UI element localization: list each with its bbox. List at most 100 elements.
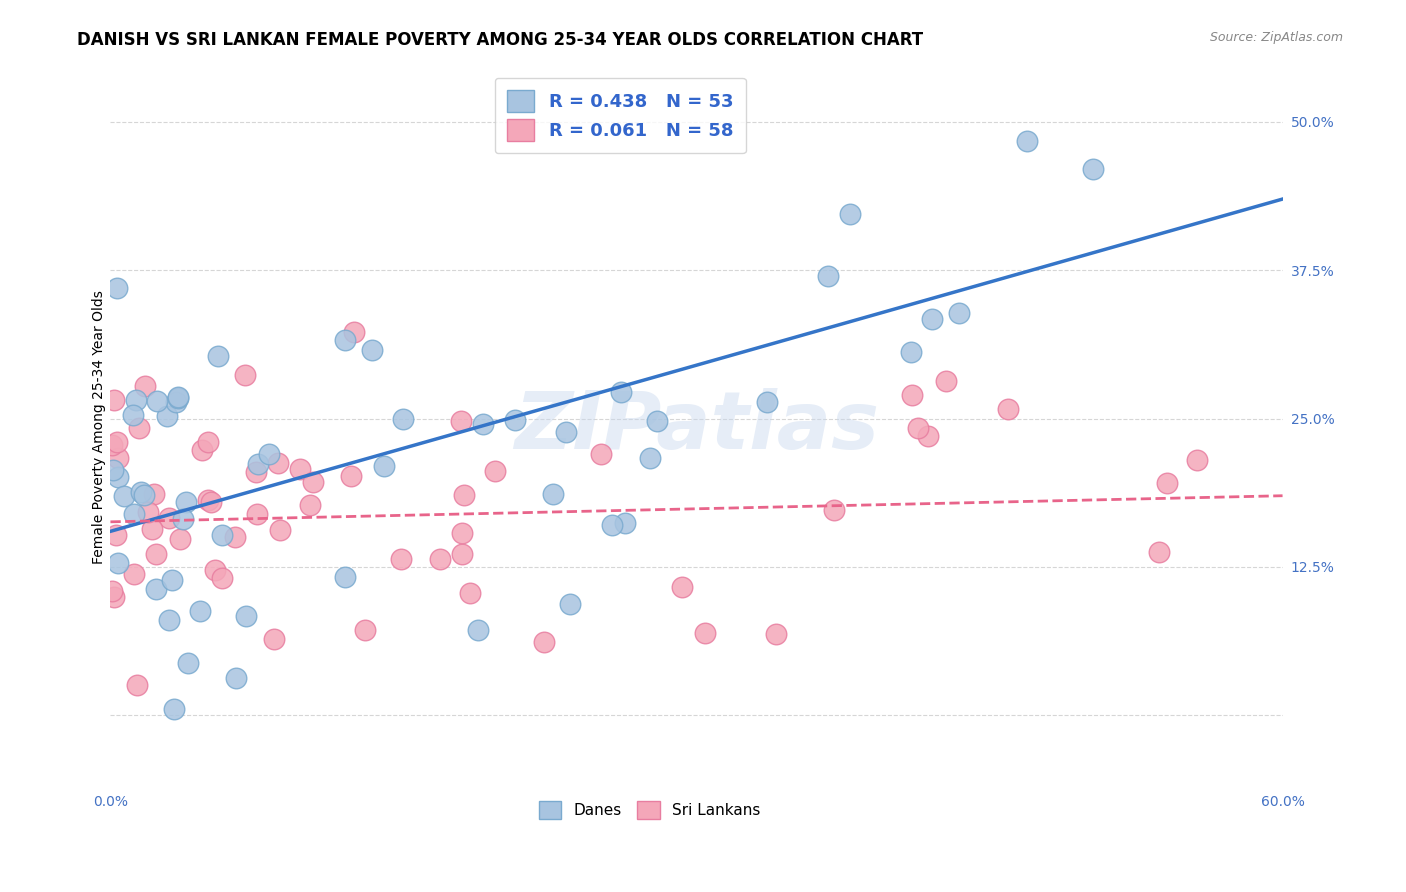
Point: [392, 411, 415, 425]
Point: [907, 421, 929, 435]
Point: [156, 409, 179, 423]
Text: Source: ZipAtlas.com: Source: ZipAtlas.com: [1209, 31, 1343, 45]
Point: [142, 487, 165, 501]
Point: [267, 456, 290, 470]
Point: [613, 516, 636, 530]
Point: [671, 580, 693, 594]
Point: [589, 447, 612, 461]
Point: [157, 613, 180, 627]
Point: [247, 457, 270, 471]
Point: [333, 570, 356, 584]
Point: [146, 393, 169, 408]
Point: [817, 269, 839, 284]
Point: [997, 402, 1019, 417]
Point: [693, 626, 716, 640]
Point: [935, 375, 957, 389]
Point: [453, 488, 475, 502]
Point: [467, 624, 489, 638]
Point: [188, 604, 211, 618]
Point: [458, 585, 481, 599]
Point: [640, 450, 662, 465]
Point: [105, 281, 128, 295]
Point: [141, 522, 163, 536]
Point: [1187, 453, 1209, 467]
Point: [558, 597, 581, 611]
Point: [340, 468, 363, 483]
Point: [451, 547, 474, 561]
Point: [450, 525, 472, 540]
Point: [169, 532, 191, 546]
Text: ZIPatlas: ZIPatlas: [515, 389, 879, 467]
Point: [609, 385, 631, 400]
Point: [207, 349, 229, 363]
Point: [503, 413, 526, 427]
Point: [554, 425, 576, 439]
Point: [129, 484, 152, 499]
Point: [765, 626, 787, 640]
Point: [900, 344, 922, 359]
Point: [1147, 545, 1170, 559]
Point: [301, 475, 323, 489]
Point: [103, 392, 125, 407]
Y-axis label: Female Poverty Among 25-34 Year Olds: Female Poverty Among 25-34 Year Olds: [93, 291, 107, 565]
Point: [472, 417, 495, 431]
Point: [200, 495, 222, 509]
Point: [172, 512, 194, 526]
Point: [105, 527, 128, 541]
Point: [107, 469, 129, 483]
Point: [167, 390, 190, 404]
Point: [211, 571, 233, 585]
Point: [917, 428, 939, 442]
Point: [948, 306, 970, 320]
Point: [1083, 162, 1105, 177]
Point: [224, 530, 246, 544]
Point: [901, 388, 924, 402]
Point: [121, 408, 143, 422]
Point: [235, 608, 257, 623]
Point: [360, 343, 382, 358]
Text: DANISH VS SRI LANKAN FEMALE POVERTY AMONG 25-34 YEAR OLDS CORRELATION CHART: DANISH VS SRI LANKAN FEMALE POVERTY AMON…: [77, 31, 924, 49]
Point: [122, 508, 145, 522]
Point: [299, 498, 322, 512]
Point: [132, 488, 155, 502]
Point: [600, 517, 623, 532]
Point: [101, 438, 124, 452]
Point: [124, 567, 146, 582]
Point: [756, 395, 779, 409]
Point: [101, 584, 124, 599]
Point: [160, 574, 183, 588]
Point: [105, 435, 128, 450]
Point: [103, 590, 125, 604]
Point: [354, 623, 377, 637]
Point: [107, 556, 129, 570]
Point: [197, 435, 219, 450]
Point: [197, 493, 219, 508]
Point: [839, 207, 862, 221]
Point: [159, 510, 181, 524]
Point: [165, 395, 187, 409]
Point: [107, 451, 129, 466]
Point: [112, 489, 135, 503]
Point: [204, 563, 226, 577]
Point: [136, 505, 159, 519]
Point: [134, 379, 156, 393]
Point: [174, 495, 197, 509]
Point: [541, 487, 564, 501]
Point: [373, 459, 395, 474]
Point: [259, 447, 281, 461]
Point: [290, 462, 312, 476]
Point: [823, 503, 845, 517]
Point: [1156, 475, 1178, 490]
Point: [145, 547, 167, 561]
Point: [125, 392, 148, 407]
Point: [450, 414, 472, 428]
Point: [263, 632, 285, 646]
Point: [145, 582, 167, 596]
Legend: Danes, Sri Lankans: Danes, Sri Lankans: [533, 795, 766, 825]
Point: [343, 326, 366, 340]
Point: [269, 523, 291, 537]
Point: [645, 414, 668, 428]
Point: [484, 464, 506, 478]
Point: [246, 507, 269, 521]
Point: [211, 528, 233, 542]
